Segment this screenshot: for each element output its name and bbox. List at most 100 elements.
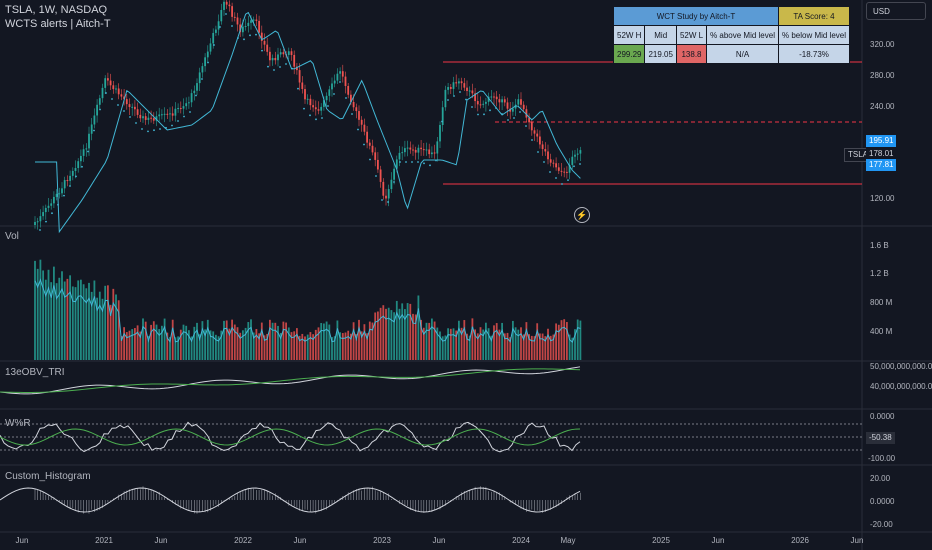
volume-bar [96,297,98,360]
trailing-dot [333,93,335,95]
volume-bar [306,334,309,360]
volume-bar [395,300,398,360]
indicator-legend[interactable]: WCTS alerts | Aitch-T [5,18,111,30]
header-mid: Mid [644,25,677,45]
volume-bar [447,328,449,360]
volume-bar [123,327,125,360]
ma-price-tag: 195.91 [866,135,897,147]
williams-r-line [0,421,581,453]
volume-bar [255,328,258,360]
time-tick: 2026 [791,536,809,545]
volume-bar [247,322,250,360]
trailing-dot [291,67,293,70]
volume-bar [50,282,53,360]
volume-bar [155,324,158,360]
trailing-dot [183,115,185,118]
trailing-dot [465,98,467,101]
last-price-tag: 178.01 [866,148,897,160]
time-tick: May [560,536,576,545]
trailing-dot [279,66,281,68]
value-mid: 219.05 [644,44,677,64]
time-tick: Jun [15,536,29,545]
volume-bar [374,312,377,360]
trailing-dot [225,13,227,15]
volume-bar [55,283,58,360]
volume-bar [333,336,336,360]
bolt-icon[interactable]: ⚡ [574,207,590,223]
trailing-dot [315,118,317,121]
williams-pane-label[interactable]: W%R [5,418,31,429]
volume-tick: 1.6 B [870,241,889,250]
volume-bar [71,286,74,360]
volume-bar [279,332,282,360]
trailing-dot [543,161,545,163]
trailing-dot [537,151,539,153]
volume-bar [109,304,112,360]
trailing-dot [99,108,101,111]
time-tick: 2024 [512,536,530,545]
header-above-mid: % above Mid level [706,25,779,45]
trailing-dot [255,33,257,36]
volume-bar [544,336,547,360]
value-52w-low: 138.8 [675,44,708,64]
volume-bar [509,337,512,360]
volume-bar [576,319,579,360]
obv-pane-label[interactable]: 13eOBV_TRI [5,367,65,378]
volume-bar [134,328,136,360]
volume-bar [152,321,155,360]
volume-bar [112,288,115,360]
trailing-dot [447,99,449,101]
trailing-dot [123,110,125,112]
trailing-dot [477,113,479,116]
volume-bar [490,335,493,360]
williams-value-tag: -50.38 [866,432,895,444]
trailing-dot [405,161,407,163]
volume-bar [433,321,436,360]
histogram-pane-label[interactable]: Custom_Histogram [5,471,91,482]
volume-bar [557,324,560,360]
trailing-dot [579,163,581,165]
volume-bar [80,279,82,360]
volume-bar [428,322,431,360]
volume-bar [177,336,179,360]
volume-bar [485,322,487,360]
price-tick: 240.00 [870,102,895,111]
volume-bar [387,307,390,360]
trailing-dot [135,122,137,124]
volume-bar [412,313,414,360]
volume-bar [495,323,498,360]
volume-bar [441,336,444,360]
time-tick: 2025 [652,536,670,545]
volume-bar [85,288,88,360]
trailing-dot [501,113,503,115]
williams-tick: -100.00 [868,454,896,463]
histogram-tick: 20.00 [870,474,891,483]
price-tick: 320.00 [870,40,895,49]
volume-pane-label[interactable]: Vol [5,231,19,242]
volume-bar [317,327,320,360]
volume-bar [520,327,522,360]
volume-bar [323,323,325,360]
volume-bar [136,325,139,360]
symbol-legend[interactable]: TSLA, 1W, NASDAQ [5,4,108,16]
volume-bar [161,325,163,360]
volume-bar [444,335,447,360]
volume-bar [36,268,39,360]
histogram-tick: -20.00 [870,520,893,529]
currency-button[interactable]: USD [866,2,926,20]
volume-bar [252,332,255,360]
volume-bar [98,291,101,360]
volume-bar [344,332,347,360]
trailing-dot [177,120,179,122]
volume-bar [166,332,169,360]
ta-score-cell: TA Score: 4 [777,6,851,26]
trailing-dot [369,158,371,161]
trailing-dot [495,107,497,109]
volume-bar [574,329,576,360]
volume-bar [452,328,455,360]
volume-bar [377,311,379,360]
volume-bar [352,322,355,360]
volume-bar [101,298,104,360]
volume-bar [217,336,220,360]
